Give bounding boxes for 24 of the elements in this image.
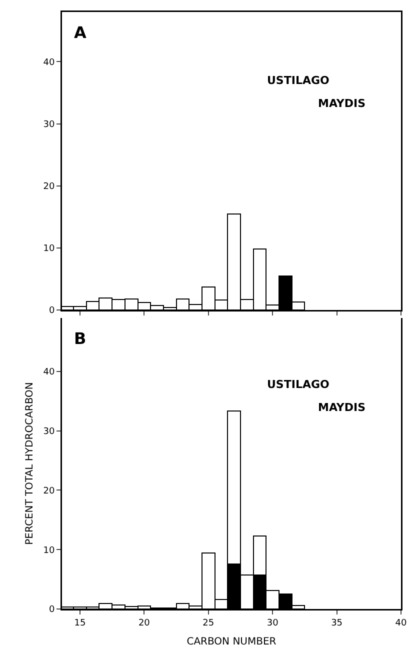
annotation: USTILAGO [267,378,330,391]
annotation: MAYDIS [318,401,366,414]
y-tick-label: 30 [43,120,55,130]
x-tick-label: 20 [138,618,150,628]
x-tick-label: 15 [74,618,86,628]
x-tick-label: 25 [202,618,214,628]
annotation: B [74,329,86,348]
y-tick-label: 10 [43,244,55,254]
x-tick-label: 30 [266,618,279,628]
x-axis-title: CARBON NUMBER [186,636,276,648]
x-tick-label: 35 [331,618,343,628]
y-tick-label: 40 [43,368,55,378]
y-tick-label: 40 [43,58,55,68]
y-tick-label: 10 [43,546,55,556]
y-tick-label: 30 [43,426,55,437]
annotation: A [74,23,87,42]
y-tick-label: 0 [48,306,55,316]
y-axis-title: PERCENT TOTAL HYDROCARBON [24,382,36,545]
annotation: USTILAGO [267,74,330,87]
x-tick-label: 40 [395,618,407,628]
y-tick-label: 0 [48,605,55,616]
y-tick-label: 20 [43,182,55,192]
annotation: MAYDIS [318,97,366,110]
y-tick-label: 20 [43,486,55,496]
